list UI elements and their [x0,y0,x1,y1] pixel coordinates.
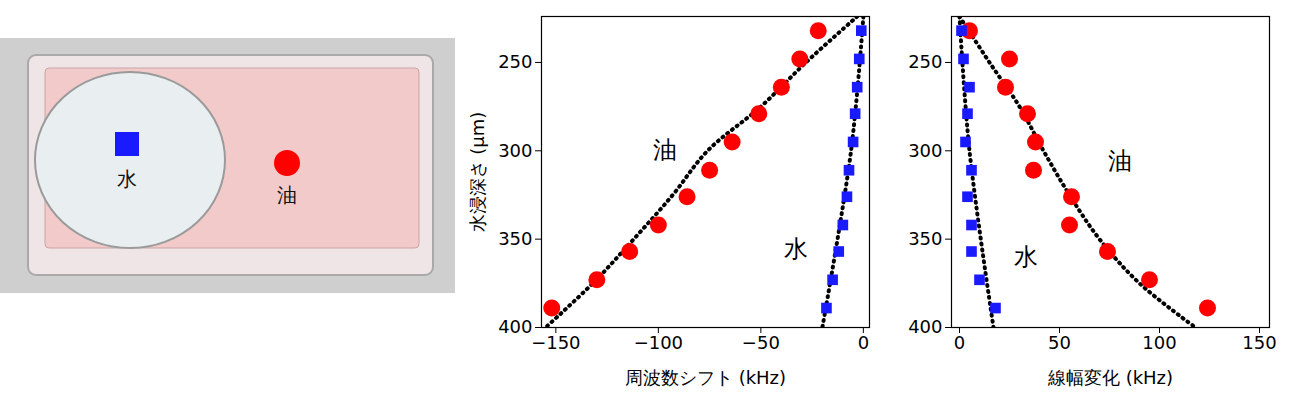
svg-text:400: 400 [908,316,942,337]
svg-text:50: 50 [1048,332,1071,353]
svg-text:250: 250 [498,51,532,72]
svg-text:100: 100 [1142,332,1176,353]
svg-text:250: 250 [908,51,942,72]
svg-text:水浸深さ (μm): 水浸深さ (μm) [467,112,488,233]
svg-text:300: 300 [908,140,942,161]
svg-text:油: 油 [277,183,297,207]
svg-text:周波数シフト (kHz): 周波数シフト (kHz) [625,367,786,388]
svg-text:−50: −50 [742,332,780,353]
svg-text:400: 400 [498,316,532,337]
svg-text:油: 油 [653,136,677,164]
svg-text:水: 水 [117,167,137,191]
svg-text:350: 350 [498,228,532,249]
svg-text:0: 0 [858,332,869,353]
svg-text:油: 油 [1108,147,1132,175]
svg-text:300: 300 [498,140,532,161]
svg-text:水: 水 [1014,242,1038,270]
svg-text:−100: −100 [634,332,683,353]
svg-text:150: 150 [1242,332,1276,353]
svg-text:線幅変化 (kHz): 線幅変化 (kHz) [1047,367,1173,388]
svg-text:水: 水 [784,235,808,263]
svg-text:0: 0 [954,332,965,353]
svg-text:−150: −150 [531,332,580,353]
svg-text:350: 350 [908,228,942,249]
